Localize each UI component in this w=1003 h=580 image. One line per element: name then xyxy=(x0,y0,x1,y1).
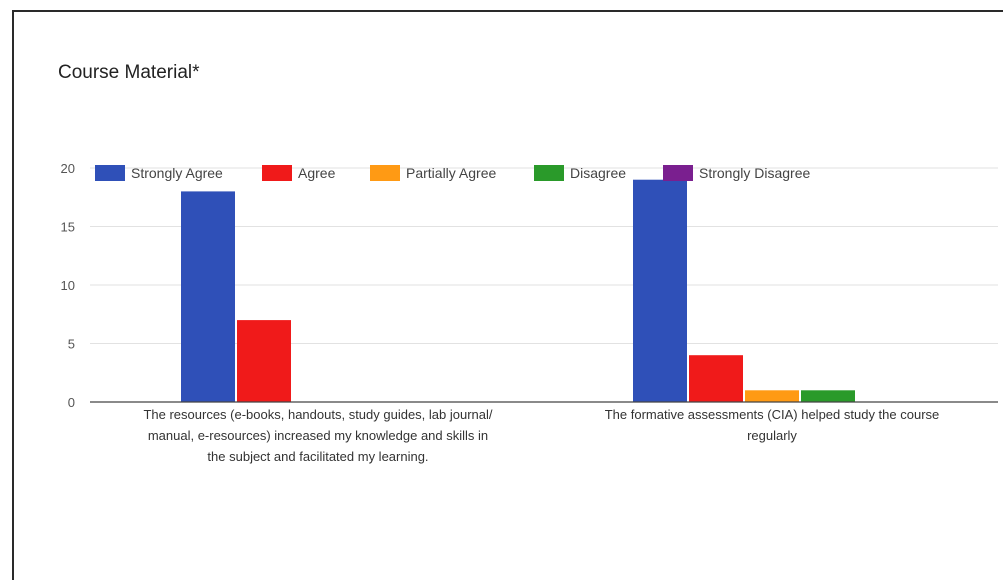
legend-label: Disagree xyxy=(570,165,626,181)
legend-swatch xyxy=(370,165,400,181)
legend-label: Strongly Agree xyxy=(131,165,223,181)
y-tick-label: 5 xyxy=(68,337,75,352)
bar xyxy=(237,320,291,402)
chart-title: Course Material* xyxy=(58,62,200,83)
bar xyxy=(801,390,855,402)
legend-label: Strongly Disagree xyxy=(699,165,810,181)
bar xyxy=(745,390,799,402)
y-tick-label: 10 xyxy=(61,278,75,293)
category-label-line: The formative assessments (CIA) helped s… xyxy=(605,407,940,422)
legend-swatch xyxy=(663,165,693,181)
bar xyxy=(181,191,235,402)
category-label-line: The resources (e-books, handouts, study … xyxy=(143,407,492,422)
legend-swatch xyxy=(95,165,125,181)
y-tick-label: 0 xyxy=(68,395,75,410)
y-tick-label: 15 xyxy=(61,220,75,235)
chart-frame xyxy=(12,10,1003,580)
y-tick-labels: 0 5 10 15 20 xyxy=(61,161,75,410)
legend-swatch xyxy=(534,165,564,181)
bar xyxy=(633,179,687,402)
bar xyxy=(689,355,743,402)
category-labels: The resources (e-books, handouts, study … xyxy=(143,407,939,464)
legend: Strongly Agree Agree Partially Agree Disagr… xyxy=(95,165,810,181)
legend-swatch xyxy=(262,165,292,181)
category-label-line: the subject and facilitated my learning. xyxy=(207,449,428,464)
bar-chart: 0 5 10 15 20 Strongly Agree Agree Partially Ag… xyxy=(61,161,998,464)
legend-label: Agree xyxy=(298,165,336,181)
category-label: The resources (e-books, handouts, study … xyxy=(143,407,492,464)
y-tick-label: 20 xyxy=(61,161,75,176)
bars xyxy=(181,179,855,402)
category-label-line: manual, e-resources) increased my knowle… xyxy=(148,428,488,443)
category-label-line: regularly xyxy=(747,428,797,443)
legend-label: Partially Agree xyxy=(406,165,496,181)
category-label: The formative assessments (CIA) helped s… xyxy=(605,407,940,443)
